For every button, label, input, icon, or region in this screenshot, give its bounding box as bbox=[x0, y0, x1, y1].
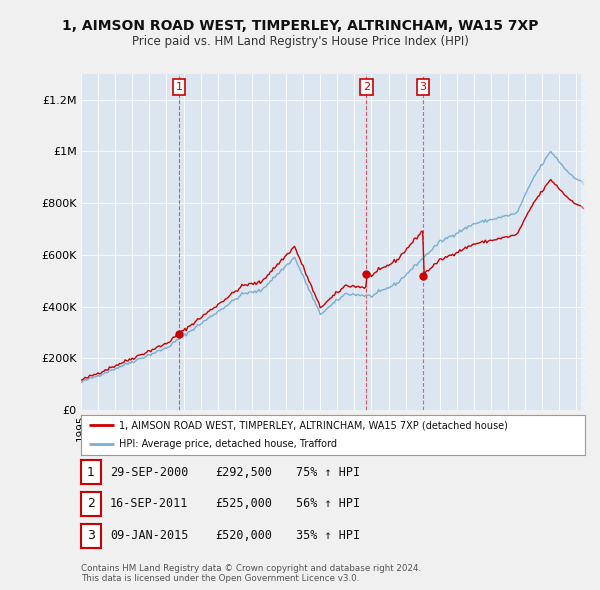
Text: 2: 2 bbox=[87, 497, 95, 510]
Text: Contains HM Land Registry data © Crown copyright and database right 2024.
This d: Contains HM Land Registry data © Crown c… bbox=[81, 563, 421, 583]
Text: 35% ↑ HPI: 35% ↑ HPI bbox=[296, 529, 360, 542]
Text: 29-SEP-2000: 29-SEP-2000 bbox=[110, 466, 188, 478]
Text: 1: 1 bbox=[87, 466, 95, 478]
Text: 1, AIMSON ROAD WEST, TIMPERLEY, ALTRINCHAM, WA15 7XP (detached house): 1, AIMSON ROAD WEST, TIMPERLEY, ALTRINCH… bbox=[119, 421, 508, 430]
Text: 16-SEP-2011: 16-SEP-2011 bbox=[110, 497, 188, 510]
Text: HPI: Average price, detached house, Trafford: HPI: Average price, detached house, Traf… bbox=[119, 439, 337, 449]
Text: Price paid vs. HM Land Registry's House Price Index (HPI): Price paid vs. HM Land Registry's House … bbox=[131, 35, 469, 48]
Bar bbox=[581, 74, 585, 410]
Text: £520,000: £520,000 bbox=[215, 529, 272, 542]
Text: 09-JAN-2015: 09-JAN-2015 bbox=[110, 529, 188, 542]
Text: 75% ↑ HPI: 75% ↑ HPI bbox=[296, 466, 360, 478]
Text: £525,000: £525,000 bbox=[215, 497, 272, 510]
Text: £292,500: £292,500 bbox=[215, 466, 272, 478]
Text: 56% ↑ HPI: 56% ↑ HPI bbox=[296, 497, 360, 510]
Text: 3: 3 bbox=[87, 529, 95, 542]
Text: 3: 3 bbox=[419, 82, 427, 92]
Text: 1, AIMSON ROAD WEST, TIMPERLEY, ALTRINCHAM, WA15 7XP: 1, AIMSON ROAD WEST, TIMPERLEY, ALTRINCH… bbox=[62, 19, 538, 33]
Text: 1: 1 bbox=[176, 82, 183, 92]
Text: 2: 2 bbox=[363, 82, 370, 92]
